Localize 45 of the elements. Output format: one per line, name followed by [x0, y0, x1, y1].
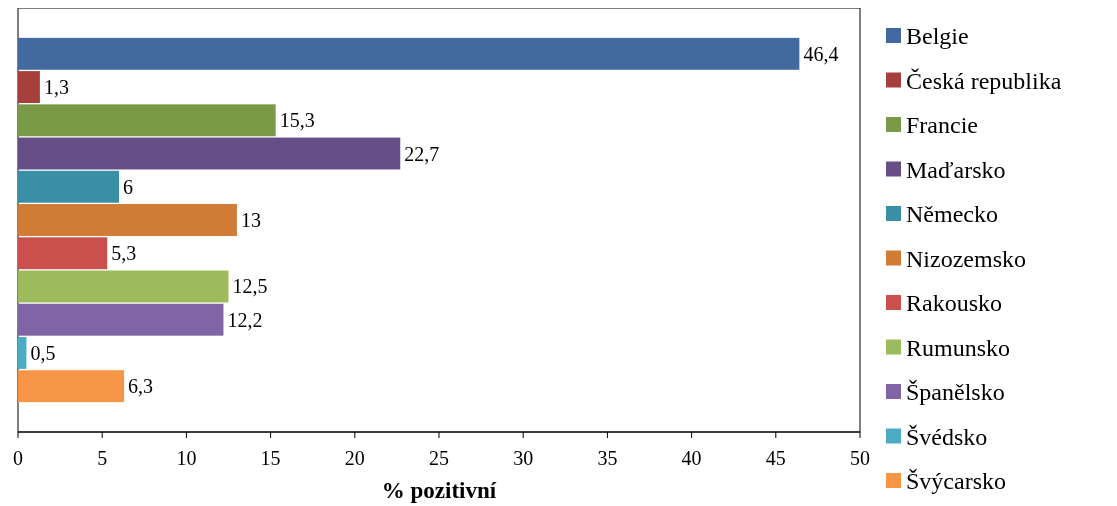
bar	[18, 270, 229, 303]
x-tick-label: 25	[429, 447, 449, 469]
data-label: 5,3	[111, 242, 137, 265]
data-label: 6	[123, 175, 134, 198]
x-axis-title: % pozitivní	[381, 478, 497, 503]
data-label: 0,5	[30, 341, 56, 364]
data-label: 6,3	[128, 375, 154, 398]
bar	[18, 370, 125, 403]
legend-label: Švýcarsko	[906, 468, 1006, 494]
data-label: 22,7	[404, 142, 440, 165]
legend-label: Česká republika	[906, 67, 1062, 94]
data-label: 15,3	[279, 109, 315, 132]
data-label: 12,2	[227, 308, 263, 331]
data-label: 1,3	[43, 76, 69, 99]
legend-label: Španělsko	[906, 379, 1005, 405]
bar	[18, 170, 120, 203]
x-tick-label: 30	[513, 447, 534, 469]
bar	[18, 204, 237, 236]
bar	[18, 37, 800, 70]
legend-label: Nizozemsko	[906, 245, 1026, 272]
data-label: 13	[240, 209, 261, 231]
legend-label: Rumunsko	[906, 334, 1011, 361]
x-tick-label: 35	[597, 447, 618, 469]
legend-label: Belgie	[906, 23, 969, 49]
bar	[18, 336, 27, 369]
bar	[18, 303, 224, 336]
x-tick-label: 5	[97, 447, 108, 469]
bar	[18, 71, 40, 104]
x-tick-label: 40	[681, 447, 702, 469]
legend-label: Německo	[906, 201, 998, 227]
bar	[18, 137, 401, 170]
x-tick-label: 15	[260, 447, 281, 469]
legend-label: Maďarsko	[906, 156, 1006, 183]
legend-label: Rakousko	[906, 290, 1002, 316]
x-tick-label: 10	[176, 447, 197, 469]
bar	[18, 104, 276, 137]
x-tick-label: 45	[765, 447, 786, 469]
bar	[18, 237, 108, 270]
legend-label: Švédsko	[906, 423, 988, 450]
x-tick-label: 50	[850, 447, 870, 469]
legend-label: Francie	[906, 112, 978, 138]
data-label: 12,5	[232, 275, 268, 298]
x-tick-label: 0	[13, 447, 23, 469]
data-label: 46,4	[803, 42, 839, 65]
x-tick-label: 20	[344, 447, 365, 469]
